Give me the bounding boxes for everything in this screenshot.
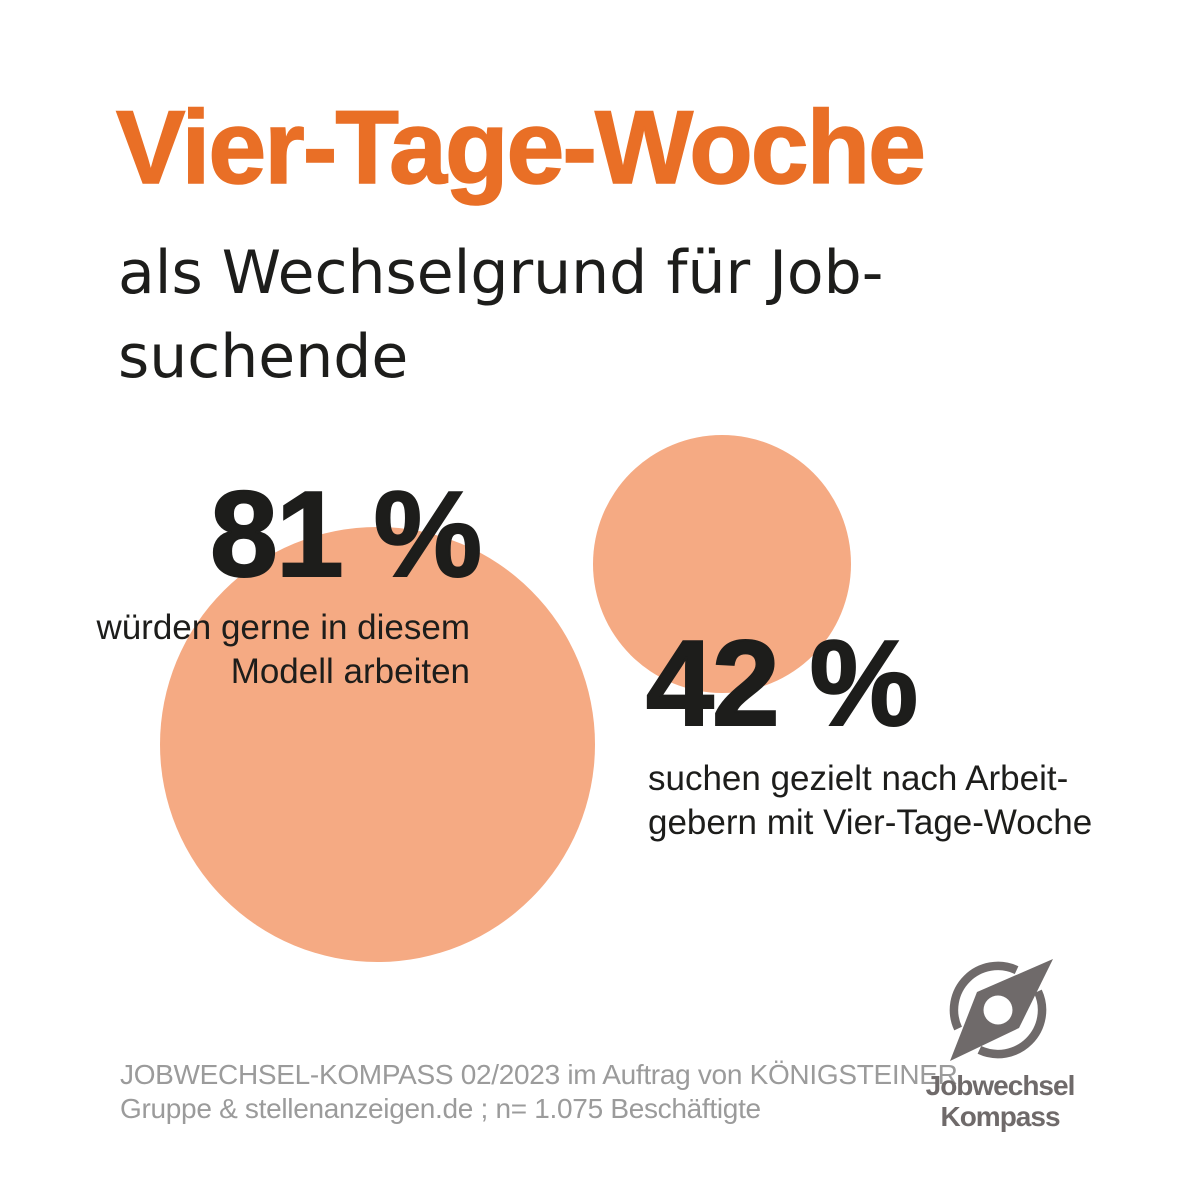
source-note-line1: JOBWECHSEL-KOMPASS 02/2023 im Auftrag vo… (120, 1059, 958, 1090)
page-title: Vier-Tage-Woche (115, 90, 927, 206)
logo: Jobwechsel Kompass (900, 956, 1100, 1132)
page-subtitle-line2: suchende (118, 322, 409, 392)
logo-wordmark-line2: Kompass (940, 1101, 1060, 1132)
source-note-line2: Gruppe & stellenanzeigen.de ; n= 1.075 B… (120, 1093, 761, 1124)
page-subtitle-line1: als Wechselgrund für Job- (118, 238, 884, 308)
stat-value-81: 81 % (209, 466, 483, 602)
stat-caption-42: suchen gezielt nach Arbeit- gebern mit V… (648, 757, 1092, 845)
compass-icon (949, 959, 1053, 1061)
stat-value-42: 42 % (645, 615, 919, 751)
page-subtitle: als Wechselgrund für Job- suchende (118, 231, 883, 399)
stat-caption-81-line2: Modell arbeiten (230, 652, 470, 691)
logo-wordmark: Jobwechsel Kompass (900, 1070, 1100, 1132)
stat-caption-42-line2: gebern mit Vier-Tage-Woche (648, 803, 1093, 842)
logo-wordmark-line1: Jobwechsel (925, 1070, 1076, 1101)
stat-caption-81-line1: würden gerne in diesem (96, 608, 470, 647)
source-note: JOBWECHSEL-KOMPASS 02/2023 im Auftrag vo… (120, 1058, 958, 1126)
stat-caption-81: würden gerne in diesem Modell arbeiten (96, 606, 470, 694)
bubble-42-percent (593, 435, 851, 693)
bubble-81-percent (160, 527, 595, 962)
stat-caption-42-line1: suchen gezielt nach Arbeit- (648, 759, 1069, 798)
